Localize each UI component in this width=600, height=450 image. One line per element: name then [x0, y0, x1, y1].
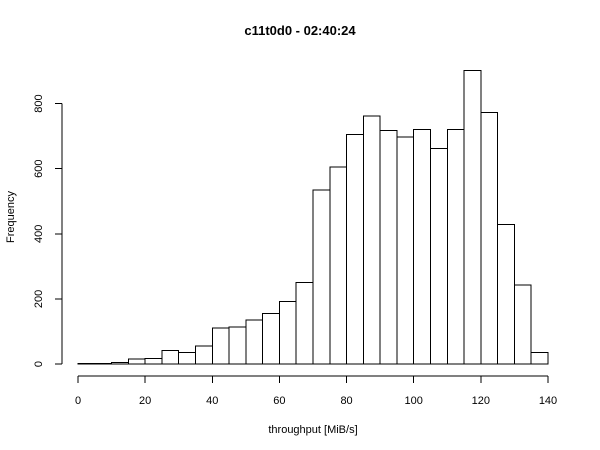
bars-group — [77, 69, 549, 365]
histogram-bar — [396, 136, 415, 365]
histogram-bar — [178, 352, 197, 365]
histogram-bar — [228, 326, 247, 365]
histogram-bar — [530, 352, 549, 365]
histogram-bar — [127, 358, 146, 365]
y-tick-label: 400 — [33, 225, 45, 243]
x-tick-label: 120 — [472, 395, 490, 407]
histogram-bar — [413, 129, 431, 365]
y-tick-label: 0 — [33, 361, 45, 367]
histogram-bar — [94, 362, 113, 365]
x-tick-label: 0 — [75, 395, 81, 407]
x-axis-label: throughput [MiB/s] — [268, 424, 357, 436]
histogram-bar — [211, 327, 230, 365]
x-ticks-group: 0 20 40 60 80 100 120 140 — [75, 376, 557, 407]
x-tick-label: 40 — [206, 395, 218, 407]
histogram-bar — [295, 282, 314, 365]
chart-title: c11t0d0 - 02:40:24 — [244, 23, 356, 38]
y-tick-label: 600 — [33, 159, 45, 177]
y-ticks-group: 0 200 400 600 800 — [33, 94, 62, 367]
histogram-bar — [446, 129, 465, 365]
histogram-bar — [262, 313, 280, 365]
x-tick-label: 20 — [139, 395, 151, 407]
histogram-bar — [513, 284, 532, 365]
histogram-bar — [144, 357, 163, 365]
histogram-bar — [379, 129, 398, 365]
histogram-bar — [346, 133, 364, 365]
histogram-bar — [362, 115, 381, 365]
y-axis-label: Frequency — [5, 191, 17, 243]
histogram-bar — [430, 147, 448, 365]
histogram-bar — [195, 345, 213, 365]
histogram-bar — [245, 319, 264, 365]
y-tick-label: 800 — [33, 94, 45, 112]
histogram-bar — [463, 69, 482, 365]
histogram-bar — [480, 112, 499, 365]
histogram-bar — [329, 166, 348, 365]
x-tick-label: 140 — [539, 395, 557, 407]
x-tick-label: 80 — [340, 395, 352, 407]
x-tick-label: 100 — [405, 395, 423, 407]
histogram-bar — [77, 362, 96, 365]
histogram-bar — [312, 189, 331, 365]
histogram-bar — [497, 224, 515, 365]
histogram-bar — [161, 349, 180, 365]
x-tick-label: 60 — [273, 395, 285, 407]
y-tick-label: 200 — [33, 290, 45, 308]
histogram-bar — [278, 300, 297, 365]
histogram-bar — [111, 361, 129, 365]
